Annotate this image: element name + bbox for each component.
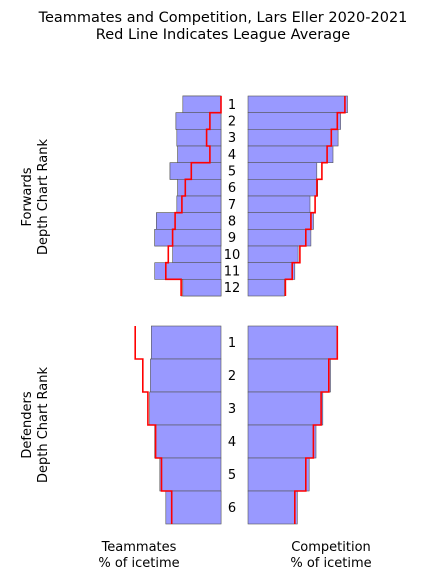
forwards-teammates-bar-11	[154, 262, 222, 280]
forwards-rank-label-5: 5	[228, 165, 236, 180]
forwards-competition-bar-10	[247, 245, 299, 264]
forwards-teammates-bar-10	[172, 245, 222, 264]
defenders-teammates-league-line	[134, 326, 173, 524]
forwards-teammates-bar-3	[176, 129, 222, 147]
forwards-rank-label-1: 1	[228, 98, 236, 113]
competition-xlabel-line1: Competition	[291, 540, 371, 555]
defenders-rank-label-2: 2	[228, 369, 236, 384]
defenders-competition-bar-6	[247, 490, 298, 525]
forwards-rank-label-4: 4	[228, 148, 236, 163]
forwards-rank-label-12: 12	[224, 281, 241, 296]
forwards-teammates-bar-8	[156, 212, 222, 230]
forwards-competition-bar-9	[247, 229, 312, 247]
forwards-teammates-league-line	[165, 96, 222, 296]
defenders-competition-bar-3	[247, 391, 324, 426]
forwards-teammates-bar-9	[154, 229, 222, 247]
forwards-teammates-bar-6	[177, 179, 222, 197]
defenders-teammates-bar-6	[165, 490, 222, 525]
defenders-rank-label-6: 6	[228, 501, 236, 516]
defenders-teammates-bar-2	[150, 358, 222, 393]
defenders-teammates-bar-3	[149, 391, 222, 426]
forwards-teammates-bar-12	[182, 278, 222, 297]
forwards-competition-league-line	[284, 96, 346, 296]
defenders-competition-bar-2	[247, 358, 331, 393]
chart-subtitle: Red Line Indicates League Average	[96, 27, 350, 43]
forwards-rank-label-11: 11	[224, 265, 241, 280]
defenders-competition-league-line	[294, 326, 339, 524]
competition-xlabel-line2: % of icetime	[290, 556, 371, 571]
defenders-competition-bar-1	[247, 325, 338, 360]
forwards-rank-label-7: 7	[228, 198, 236, 213]
forwards-rank-label-10: 10	[224, 248, 241, 263]
forwards-competition-bar-7	[247, 195, 311, 214]
forwards-rank-label-2: 2	[228, 115, 236, 130]
forwards-teammates-bar-7	[176, 195, 222, 214]
forwards-competition-bar-8	[247, 212, 314, 230]
forwards-competition-bar-11	[247, 262, 296, 280]
defenders-rank-label-3: 3	[228, 402, 236, 417]
defenders-rank-label-4: 4	[228, 435, 236, 450]
defenders-competition-bar-4	[247, 424, 317, 459]
forwards-rank-label-3: 3	[228, 131, 236, 146]
forwards-competition-bar-2	[247, 112, 341, 130]
defenders-ylabel-line1: Defenders	[20, 391, 35, 458]
forwards-rank-label-9: 9	[228, 231, 236, 246]
defenders-teammates-bar-4	[154, 424, 222, 459]
defenders-ylabel-line2: Depth Chart Rank	[36, 367, 51, 484]
forwards-teammates-bar-4	[177, 145, 222, 164]
teammates-xlabel-line1: Teammates	[101, 540, 177, 555]
forwards-teammates-bar-1	[182, 95, 222, 114]
forwards-competition-bar-3	[247, 129, 339, 147]
teammates-xlabel-line2: % of icetime	[98, 556, 179, 571]
forwards-ylabel-line2: Depth Chart Rank	[36, 139, 51, 256]
forwards-competition-bar-6	[247, 179, 318, 197]
forwards-ylabel-line1: Forwards	[20, 167, 35, 226]
forwards-rank-label-8: 8	[228, 215, 236, 230]
forwards-competition-bar-12	[247, 278, 285, 297]
defenders-rank-label-1: 1	[228, 336, 236, 351]
forwards-competition-bar-1	[247, 95, 348, 114]
defenders-panel: 1 2 3 4 5 6	[134, 325, 339, 525]
forwards-teammates-bar-5	[169, 162, 222, 180]
forwards-teammates-bar-2	[175, 112, 222, 130]
chart-title: Teammates and Competition, Lars Eller 20…	[38, 10, 408, 26]
forwards-rank-label-6: 6	[228, 181, 236, 196]
defenders-rank-label-5: 5	[228, 468, 236, 483]
defenders-teammates-bar-1	[151, 325, 222, 360]
forwards-competition-bar-4	[247, 145, 334, 164]
defenders-teammates-bar-5	[159, 457, 222, 492]
defenders-competition-bar-5	[247, 457, 310, 492]
forwards-competition-bar-5	[247, 162, 318, 180]
